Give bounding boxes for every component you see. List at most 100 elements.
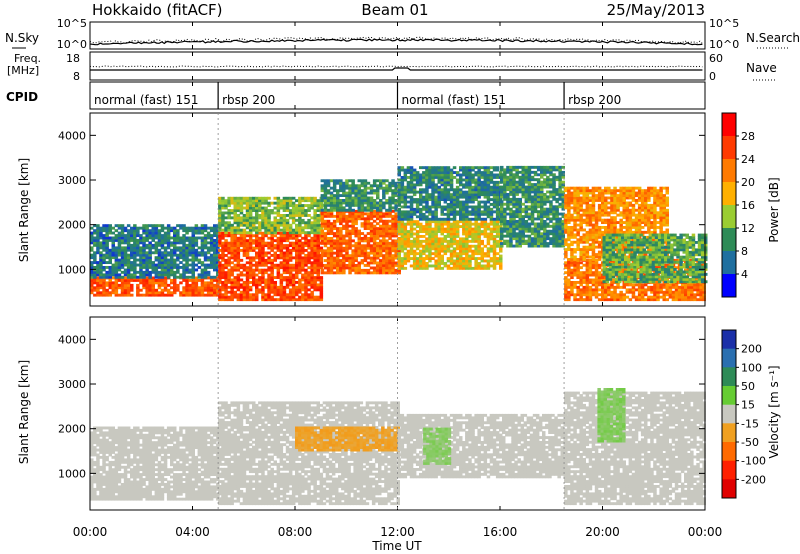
power-cell [428, 235, 432, 238]
power-cell [552, 239, 556, 243]
power-cell [276, 244, 281, 247]
power-cell [316, 199, 320, 203]
power-cell [252, 283, 256, 287]
power-cell [154, 275, 159, 279]
power-cell [285, 249, 290, 252]
power-cell [239, 211, 244, 215]
power-cell [428, 212, 432, 216]
power-cell [258, 258, 262, 262]
power-cell [326, 208, 331, 212]
power-cell [489, 185, 494, 189]
power-cell [518, 227, 522, 231]
power-cell [339, 266, 343, 270]
power-cell [437, 249, 441, 253]
power-cell [480, 259, 484, 263]
power-cell [483, 225, 488, 228]
power-cell [117, 253, 122, 257]
power-cell [304, 231, 308, 235]
power-cell [403, 257, 408, 260]
power-cell [573, 293, 577, 297]
power-cell [446, 227, 451, 231]
power-cell [209, 239, 214, 242]
power-cell [434, 239, 438, 243]
power-cell [477, 168, 481, 172]
power-cell [170, 253, 174, 257]
power-cell [555, 188, 559, 191]
power-cell [555, 168, 559, 172]
power-cell [236, 199, 241, 203]
power-cell [258, 223, 262, 227]
power-cell [120, 270, 125, 274]
power-cell [339, 199, 343, 202]
power-cell [154, 293, 159, 297]
power-cell [233, 236, 237, 240]
power-cell [443, 220, 448, 224]
power-cell [285, 246, 290, 250]
power-cell [206, 276, 211, 280]
power-cell [543, 200, 547, 204]
power-cell [533, 170, 538, 174]
power-cell [258, 221, 262, 225]
power-cell [329, 237, 334, 240]
power-cell [93, 268, 97, 272]
power-cell [291, 268, 296, 272]
power-cell [99, 231, 103, 235]
power-cell [449, 222, 454, 226]
power-cell [179, 246, 183, 250]
power-cell [462, 227, 466, 231]
power-cell [194, 256, 199, 260]
power-cell [252, 209, 256, 212]
power-cell [500, 180, 504, 184]
power-cell [351, 179, 355, 183]
power-cell [506, 193, 510, 196]
power-cell [351, 203, 355, 207]
power-cell [540, 165, 544, 169]
power-cell [258, 254, 262, 257]
power-cell [285, 228, 290, 232]
power-cell [176, 246, 180, 250]
power-cell [248, 228, 253, 232]
power-cell [543, 215, 547, 218]
power-cell [391, 227, 395, 230]
power-cell [533, 190, 538, 194]
power-cell [123, 261, 128, 264]
power-cell [425, 168, 429, 172]
power-cell [329, 268, 334, 272]
power-cell [248, 256, 253, 260]
power-cell [506, 183, 510, 186]
power-cell [492, 205, 497, 209]
power-cell [130, 288, 134, 292]
power-cell [310, 199, 314, 203]
power-cell [585, 268, 590, 272]
power-cell [369, 224, 374, 228]
power-cell [279, 290, 284, 294]
power-cell [111, 286, 115, 290]
power-cell [518, 170, 522, 174]
power-cell [288, 290, 293, 294]
power-cell [495, 166, 500, 170]
power-cell [425, 222, 429, 226]
date-title: 25/May/2013 [607, 1, 705, 19]
power-cell [242, 228, 247, 232]
power-cell [285, 206, 290, 210]
power-cell [412, 173, 417, 177]
power-cell [540, 197, 544, 201]
power-cell [391, 271, 395, 275]
power-cell [443, 190, 448, 194]
power-cell [388, 256, 392, 260]
freq-tick-top: 18 [66, 52, 80, 65]
power-cell [145, 281, 149, 285]
power-cell [363, 224, 368, 228]
power-cell [480, 190, 484, 194]
power-cell [182, 268, 186, 272]
power-cell [400, 210, 405, 214]
power-cell [391, 266, 395, 270]
power-cell [154, 241, 159, 245]
power-cell [239, 234, 244, 238]
power-cell [345, 194, 349, 197]
power-cell [233, 249, 237, 252]
power-cell [527, 237, 532, 241]
power-cell [363, 227, 368, 230]
power-cell [499, 264, 503, 268]
power-cell [310, 256, 314, 260]
